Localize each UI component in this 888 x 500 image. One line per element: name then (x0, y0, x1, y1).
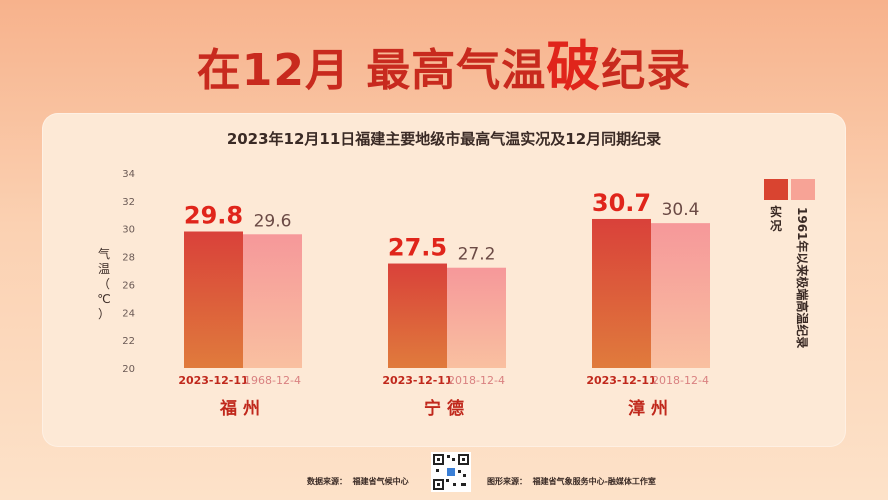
legend-char: 实 (770, 204, 782, 219)
data-label-actual: 29.8 (184, 202, 243, 230)
y-tick-label: 28 (122, 253, 135, 264)
data-label-actual: 27.5 (388, 234, 447, 262)
data-label-record: 30.4 (662, 200, 700, 220)
bar-actual (388, 263, 447, 368)
qr-code-icon (431, 452, 471, 492)
bar-record (243, 234, 302, 368)
headline-part3: 纪录 (601, 45, 692, 96)
legend-swatch-actual (764, 179, 788, 200)
bar-actual (184, 231, 243, 368)
y-axis-label-char: ） (98, 307, 110, 321)
y-tick-label: 20 (122, 364, 135, 375)
legend-label-record: 1961年以来极端高温纪录 (795, 207, 810, 348)
y-tick-label: 32 (122, 197, 135, 208)
category-label: 宁德 (424, 398, 470, 419)
category-label: 福州 (219, 398, 266, 419)
y-axis-label-char: 气 (98, 246, 110, 261)
date-label-record: 2018-12-4 (448, 374, 505, 387)
y-tick-label: 34 (122, 169, 135, 180)
data-label-record: 29.6 (254, 211, 292, 231)
headline-part1: 在12月 最高气温 (196, 45, 547, 96)
category-label: 漳州 (628, 398, 674, 419)
y-axis-label-char: ℃ (97, 292, 110, 306)
source-value: 福建省气候中心 (352, 477, 409, 486)
y-tick-label: 24 (122, 308, 135, 319)
date-label-record: 1968-12-4 (244, 374, 301, 387)
source-note: 数据来源： 福建省气候中心 (307, 476, 409, 487)
chart-title: 2023年12月11日福建主要地级市最高气温实况及12月同期纪录 (226, 130, 662, 148)
bar-record (447, 267, 506, 368)
bar-actual (592, 218, 651, 368)
legend-char: 况 (770, 219, 782, 233)
data-label-actual: 30.7 (592, 189, 651, 217)
date-label-record: 2018-12-4 (652, 374, 709, 387)
y-tick-label: 26 (122, 280, 135, 291)
y-axis-label-char: （ (98, 277, 110, 291)
bar-record (651, 223, 710, 368)
legend-swatch-record (791, 179, 815, 200)
date-label-actual: 2023-12-11 (586, 374, 656, 387)
y-tick-label: 22 (122, 336, 135, 347)
graphic-value: 福建省气象服务中心-融媒体工作室 (532, 477, 656, 486)
legend-label-actual: 实况 (770, 204, 782, 233)
headline-emphasis: 破 (546, 35, 602, 98)
data-label-record: 27.2 (458, 245, 496, 265)
graphic-note: 图形来源： 福建省气象服务中心-融媒体工作室 (487, 476, 656, 487)
date-label-actual: 2023-12-11 (382, 374, 452, 387)
y-axis-label: 气温（℃） (97, 246, 110, 321)
date-label-actual: 2023-12-11 (178, 374, 248, 387)
graphic-label: 图形来源： (487, 477, 527, 486)
source-label: 数据来源： (307, 477, 347, 486)
y-axis-label-char: 温 (98, 262, 110, 276)
headline: 在12月 最高气温破纪录 (0, 22, 888, 101)
y-tick-label: 30 (122, 225, 135, 236)
